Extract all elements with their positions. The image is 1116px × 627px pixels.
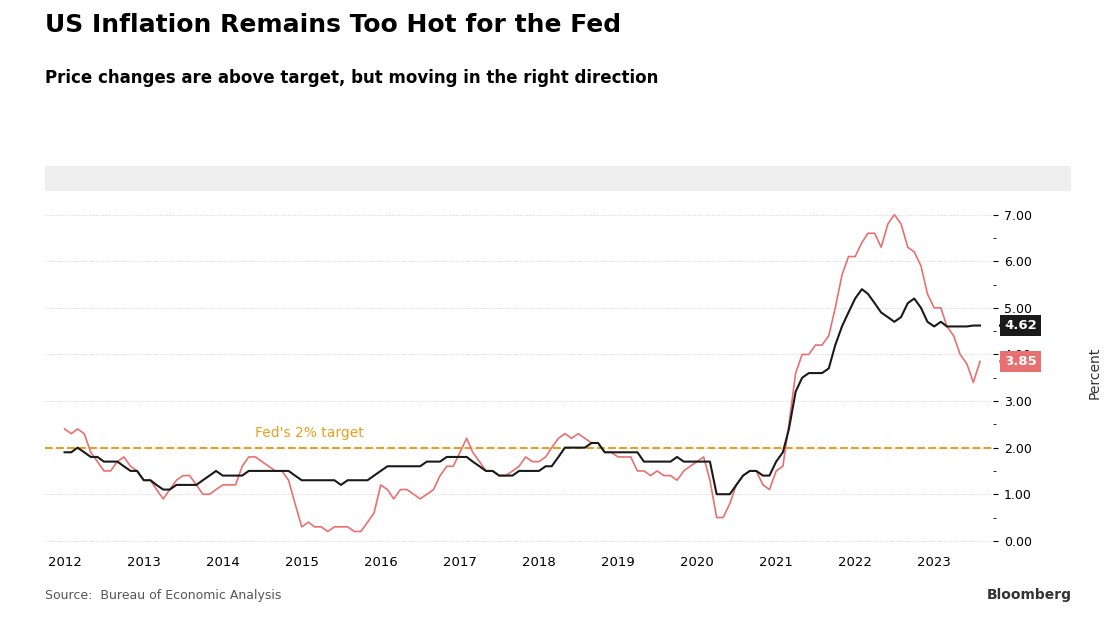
Y-axis label: Percent: Percent <box>1087 347 1101 399</box>
Text: 3.85: 3.85 <box>1004 355 1037 368</box>
Legend: Core PCE index (year-on-year change), Personal consumption expenditures index (y: Core PCE index (year-on-year change), Pe… <box>51 172 693 186</box>
Text: Price changes are above target, but moving in the right direction: Price changes are above target, but movi… <box>45 69 658 87</box>
Text: Bloomberg: Bloomberg <box>987 588 1071 602</box>
Text: 4.62: 4.62 <box>1004 319 1037 332</box>
Text: Fed's 2% target: Fed's 2% target <box>256 426 364 440</box>
Text: Source:  Bureau of Economic Analysis: Source: Bureau of Economic Analysis <box>45 589 281 602</box>
Text: US Inflation Remains Too Hot for the Fed: US Inflation Remains Too Hot for the Fed <box>45 13 620 36</box>
